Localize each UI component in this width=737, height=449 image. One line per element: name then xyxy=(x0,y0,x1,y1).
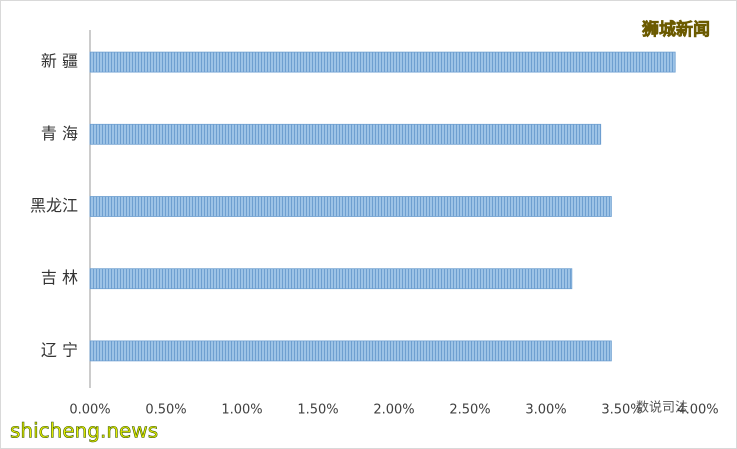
x-tick-label: 3.00% xyxy=(525,403,566,418)
x-tick-label: 2.00% xyxy=(373,403,414,418)
y-tick-label: 青 海 xyxy=(41,124,78,143)
watermark: 数说司法 xyxy=(636,401,688,416)
y-tick-label: 新 疆 xyxy=(41,52,78,71)
bar xyxy=(89,268,573,290)
bar xyxy=(89,196,612,217)
y-tick-label: 辽 宁 xyxy=(41,340,78,359)
x-tick-label: 0.50% xyxy=(145,403,186,418)
y-tick-label: 黑龙江 xyxy=(30,196,78,215)
bar xyxy=(89,340,612,362)
watermark: 狮城新闻 xyxy=(641,19,710,40)
x-tick-label: 1.00% xyxy=(221,403,262,418)
x-tick-label: 4.00% xyxy=(677,403,718,418)
bar xyxy=(89,123,602,145)
bar xyxy=(89,51,676,73)
x-tick-label: 3.50% xyxy=(601,403,642,418)
x-tick-label: 2.50% xyxy=(449,403,490,418)
x-tick-label: 0.00% xyxy=(69,403,110,418)
y-tick-label: 吉 林 xyxy=(41,268,78,287)
watermark: shicheng.news xyxy=(10,419,158,443)
x-tick-label: 1.50% xyxy=(297,403,338,418)
